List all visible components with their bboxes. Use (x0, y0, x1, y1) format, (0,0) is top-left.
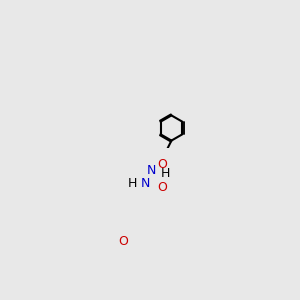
Text: H: H (160, 167, 170, 180)
Text: O: O (157, 158, 167, 171)
Text: N: N (141, 177, 151, 190)
Text: O: O (119, 235, 128, 248)
Text: N: N (146, 164, 156, 177)
Text: O: O (157, 181, 167, 194)
Text: H: H (128, 177, 137, 190)
